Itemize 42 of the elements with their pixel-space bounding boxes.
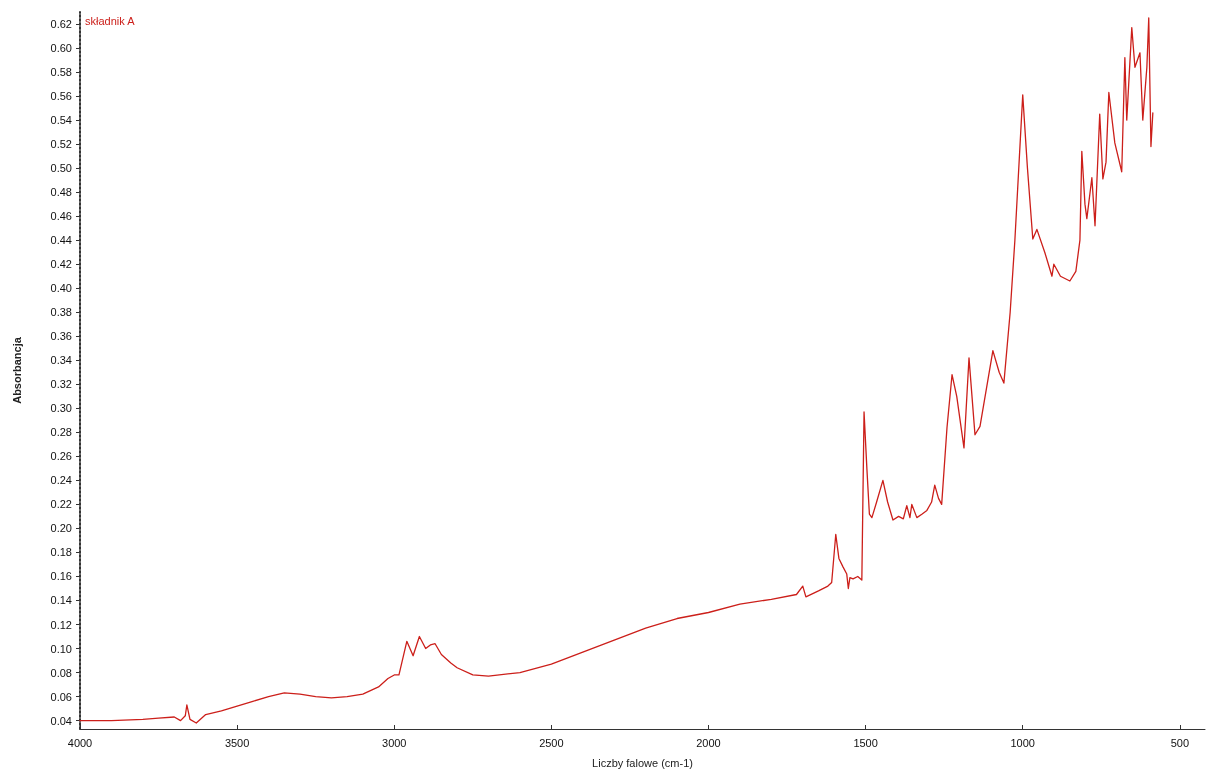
y-tick-label: 0.44: [50, 234, 72, 247]
y-tick-label: 0.50: [50, 162, 72, 175]
y-tick-label: 0.38: [50, 306, 72, 319]
x-tick-label: 500: [1170, 736, 1190, 749]
y-tick-label: 0.52: [50, 138, 72, 151]
x-tick-label: 2000: [696, 736, 721, 749]
y-tick-label: 0.22: [50, 498, 72, 511]
y-tick-label: 0.32: [50, 378, 72, 391]
y-tick-label: 0.46: [50, 210, 72, 223]
y-tick-label: 0.26: [50, 450, 72, 463]
y-tick-label: 0.16: [50, 570, 72, 583]
y-tick-label: 0.24: [50, 474, 72, 487]
text: składnik A: [85, 15, 136, 27]
y-tick-label: 0.56: [50, 90, 72, 103]
y-tick-label: 0.12: [50, 618, 72, 631]
x-tick-label: 3500: [224, 736, 250, 749]
y-tick-label: 0.36: [50, 330, 72, 343]
y-tick-label: 0.04: [50, 714, 72, 727]
y-tick-label: 0.58: [50, 66, 72, 79]
line-series: [79, 17, 1154, 724]
x-tick-label: 1000: [1010, 736, 1035, 749]
y-tick-label: 0.10: [50, 642, 72, 655]
y-tick-label: 0.60: [50, 42, 72, 55]
y-tick-label: 0.42: [50, 258, 72, 271]
x-tick-label: 4000: [67, 736, 93, 749]
y-tick-label: 0.34: [50, 354, 72, 367]
y-tick-label: 0.54: [50, 114, 72, 127]
y-tick-label: 0.08: [50, 666, 72, 679]
x-axis-title: Liczby falowe (cm-1): [592, 756, 693, 769]
x-tick-label: 2500: [539, 736, 564, 749]
y-tick-label: 0.48: [50, 186, 72, 199]
y-tick-label: 0.62: [50, 18, 72, 31]
y-axis-title: Absorbancja: [10, 336, 23, 404]
y-tick-label: 0.28: [50, 426, 72, 439]
y-tick-label: 0.06: [50, 690, 72, 703]
y-tick-label: 0.20: [50, 522, 72, 535]
y-tick-label: 0.30: [50, 402, 72, 415]
x-tick-label: 1500: [853, 736, 878, 749]
x-tick-label: 3000: [382, 736, 407, 749]
y-tick-label: 0.14: [50, 594, 72, 607]
y-tick-label: 0.40: [50, 282, 72, 295]
y-tick-label: 0.18: [50, 546, 72, 559]
